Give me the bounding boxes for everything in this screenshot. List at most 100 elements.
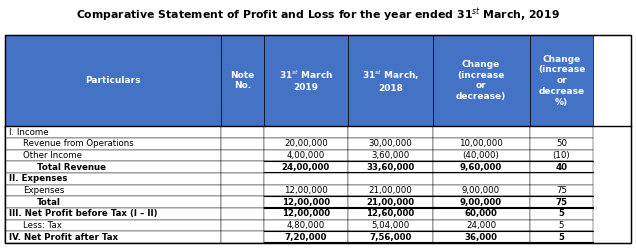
Bar	[5, 161, 221, 173]
Bar	[432, 173, 530, 185]
Text: 50: 50	[556, 139, 567, 149]
Bar	[348, 208, 432, 220]
Text: 5: 5	[558, 221, 564, 230]
Text: (40,000): (40,000)	[462, 151, 499, 160]
Bar	[530, 208, 593, 220]
Text: 12,00,000: 12,00,000	[284, 186, 328, 195]
Text: 36,000: 36,000	[464, 233, 497, 242]
Text: 7,56,000: 7,56,000	[369, 233, 411, 242]
Text: Particulars: Particulars	[85, 76, 141, 85]
Bar	[263, 138, 348, 150]
Bar	[263, 126, 348, 138]
Bar	[348, 150, 432, 161]
Bar	[5, 185, 221, 196]
Bar	[432, 161, 530, 173]
Text: 20,00,000: 20,00,000	[284, 139, 328, 149]
Text: 33,60,000: 33,60,000	[366, 163, 415, 172]
Text: 12,60,000: 12,60,000	[366, 209, 415, 218]
Bar	[530, 35, 593, 126]
Bar	[432, 138, 530, 150]
Bar	[221, 208, 263, 220]
Text: Change
(increase
or
decrease): Change (increase or decrease)	[456, 60, 506, 101]
Text: 12,00,000: 12,00,000	[282, 198, 330, 207]
Text: Total Revenue: Total Revenue	[37, 163, 106, 172]
Text: 9,00,000: 9,00,000	[460, 198, 502, 207]
Bar	[263, 173, 348, 185]
Text: 24,000: 24,000	[466, 221, 496, 230]
Bar	[263, 35, 348, 126]
Text: (10): (10)	[553, 151, 570, 160]
Bar	[348, 126, 432, 138]
Bar	[263, 185, 348, 196]
Bar	[221, 196, 263, 208]
Bar	[432, 185, 530, 196]
Bar	[432, 150, 530, 161]
Bar	[5, 35, 221, 126]
Bar	[221, 150, 263, 161]
Bar	[221, 161, 263, 173]
Text: 31$^{st}$ March,
2018: 31$^{st}$ March, 2018	[361, 68, 419, 93]
Text: Change
(increase
or
decrease
%): Change (increase or decrease %)	[538, 55, 585, 107]
Bar	[348, 35, 432, 126]
Bar	[5, 35, 631, 243]
Text: 3,60,000: 3,60,000	[371, 151, 410, 160]
Bar	[263, 220, 348, 231]
Text: 75: 75	[555, 198, 567, 207]
Text: 10,00,000: 10,00,000	[459, 139, 503, 149]
Bar	[221, 126, 263, 138]
Text: Total: Total	[37, 198, 61, 207]
Text: 9,00,000: 9,00,000	[462, 186, 500, 195]
Bar	[348, 161, 432, 173]
Bar	[530, 138, 593, 150]
Bar	[432, 231, 530, 243]
Bar	[432, 196, 530, 208]
Text: 75: 75	[556, 186, 567, 195]
Bar	[348, 138, 432, 150]
Bar	[530, 196, 593, 208]
Bar	[221, 173, 263, 185]
Bar	[348, 220, 432, 231]
Text: 4,80,000: 4,80,000	[287, 221, 325, 230]
Text: 4,00,000: 4,00,000	[287, 151, 325, 160]
Bar	[5, 173, 221, 185]
Bar	[348, 173, 432, 185]
Bar	[348, 196, 432, 208]
Text: Revenue from Operations: Revenue from Operations	[23, 139, 134, 149]
Bar	[530, 220, 593, 231]
Bar	[221, 185, 263, 196]
Text: 24,00,000: 24,00,000	[282, 163, 330, 172]
Bar	[348, 185, 432, 196]
Bar	[530, 173, 593, 185]
Bar	[432, 220, 530, 231]
Text: II. Expenses: II. Expenses	[9, 174, 67, 184]
Text: 5: 5	[558, 233, 564, 242]
Bar	[5, 196, 221, 208]
Bar	[5, 208, 221, 220]
Text: Other Income: Other Income	[23, 151, 82, 160]
Text: I. Income: I. Income	[9, 128, 48, 137]
Bar	[530, 126, 593, 138]
Text: 31$^{st}$ March
2019: 31$^{st}$ March 2019	[279, 69, 333, 92]
Bar	[5, 220, 221, 231]
Text: Expenses: Expenses	[23, 186, 64, 195]
Bar	[221, 138, 263, 150]
Bar	[221, 220, 263, 231]
Bar	[5, 35, 631, 243]
Text: 30,00,000: 30,00,000	[368, 139, 412, 149]
Text: 40: 40	[555, 163, 567, 172]
Bar	[5, 150, 221, 161]
Text: 21,00,000: 21,00,000	[366, 198, 414, 207]
Text: III. Net Profit before Tax (I – II): III. Net Profit before Tax (I – II)	[9, 209, 157, 218]
Bar	[5, 231, 221, 243]
Bar	[263, 150, 348, 161]
Bar	[5, 138, 221, 150]
Bar	[432, 35, 530, 126]
Text: 5: 5	[558, 209, 564, 218]
Bar	[530, 231, 593, 243]
Text: 60,000: 60,000	[464, 209, 497, 218]
Bar	[221, 35, 263, 126]
Text: 9,60,000: 9,60,000	[460, 163, 502, 172]
Bar	[263, 208, 348, 220]
Bar	[263, 231, 348, 243]
Bar	[263, 161, 348, 173]
